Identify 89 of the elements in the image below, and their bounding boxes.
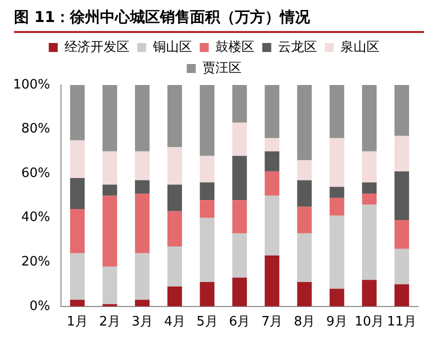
bar [330,85,344,138]
bar [264,171,280,196]
bar [200,218,214,282]
bar [167,85,182,147]
x-tick-label: 3月 [132,314,153,330]
bar [362,85,377,152]
bar [70,300,85,306]
x-tick-label: 4月 [164,314,186,330]
bar [297,282,312,306]
bar [102,151,118,185]
y-tick-label: 100% [12,77,50,92]
bar [394,136,410,172]
bar [200,282,214,306]
bar [297,160,312,180]
bar [232,156,247,200]
bar [264,151,280,172]
x-tick-label: 9月 [326,314,348,330]
bar [394,85,410,136]
bar [232,278,247,306]
bar [102,196,118,267]
bar [330,216,344,289]
bar [102,184,118,196]
x-tick-label: 2月 [99,314,120,330]
bar [330,198,344,216]
x-tick-label: 8月 [294,314,316,330]
legend-label: 鼓楼区 [215,40,254,55]
bar [362,182,377,194]
bar [102,85,118,152]
bar [330,288,344,306]
bar [232,233,247,278]
bar [362,204,377,280]
bar [394,284,410,306]
x-tick-label: 5月 [196,314,218,330]
bar [167,146,182,185]
bar [102,266,118,304]
bar [200,85,214,156]
bar [167,211,182,247]
bar [134,300,150,306]
bar [394,171,410,220]
bar [330,138,344,187]
bar [167,246,182,286]
bar [134,180,150,194]
bar [70,253,85,300]
y-tick-label: 80% [21,122,50,137]
chart-title: 图 11：徐州中心城区销售面积（万方）情况 [14,0,424,33]
bar [362,151,377,182]
x-tick-label: 7月 [261,314,283,330]
legend-label: 铜山区 [152,40,192,55]
y-tick-label: 0% [30,298,50,314]
bar [264,196,280,256]
bar [70,208,85,254]
x-tick-label: 10月 [354,314,384,330]
bar [297,85,312,160]
bar [297,180,312,207]
x-tick-label: 6月 [228,314,250,330]
bar [167,286,182,306]
bar [264,85,280,138]
bar [394,220,410,249]
bar [297,233,312,282]
bar [362,280,377,306]
x-tick-label: 1月 [66,314,88,330]
legend-label: 贾汪区 [202,60,242,76]
bar [134,151,150,180]
y-tick-label: 20% [21,254,50,270]
legend-label: 泉山区 [340,40,380,55]
bar [232,200,247,234]
bar [200,182,214,200]
bar [232,122,247,156]
bar [330,186,344,198]
legend-label: 经济开发区 [64,40,130,55]
bar [200,156,214,182]
bar [134,193,150,254]
y-tick-label: 40% [21,210,50,226]
bar [167,184,182,212]
bar [362,193,377,205]
bar [394,248,410,284]
bar [232,85,247,123]
y-tick-label: 60% [21,166,50,181]
bar [297,206,312,234]
bar [70,85,85,140]
bar [134,253,150,300]
x-tick-label: 11月 [387,314,417,330]
bar [70,178,85,209]
bar [264,255,280,306]
bar [200,200,214,218]
bar [70,140,85,178]
legend-label: 云龙区 [278,40,317,55]
bar [264,138,280,152]
bar [134,85,150,152]
